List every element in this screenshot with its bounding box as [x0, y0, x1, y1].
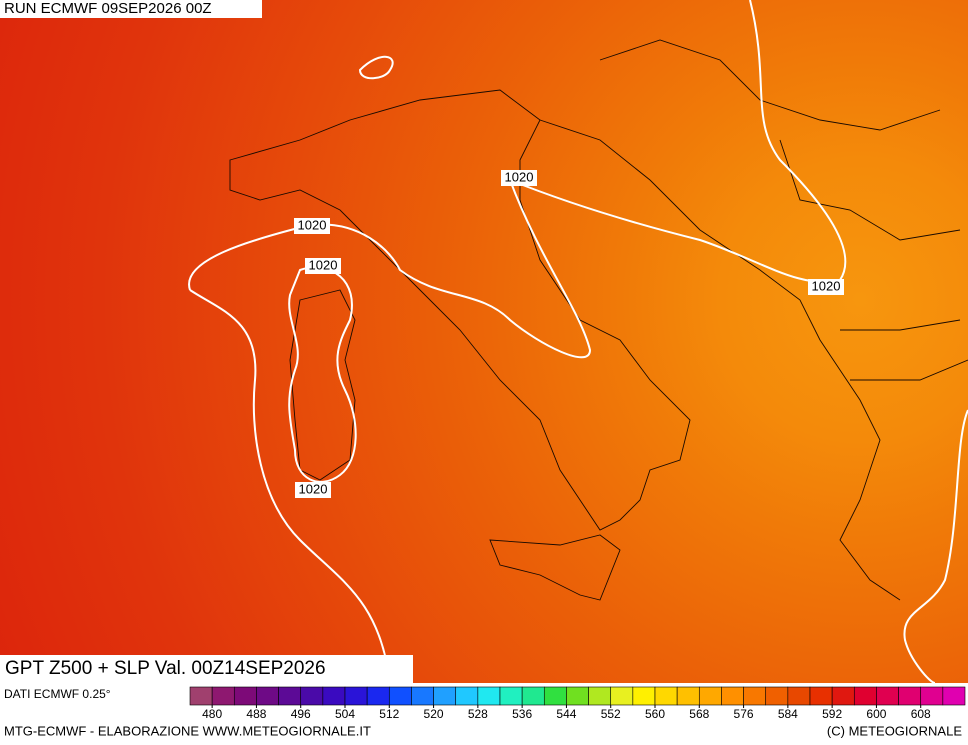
tick-label: 608: [911, 707, 931, 721]
color-swatch: [344, 686, 368, 706]
color-swatch: [853, 686, 877, 706]
color-swatch: [831, 686, 855, 706]
label-box: [294, 218, 330, 234]
source-note: DATI ECMWF 0.25°: [4, 687, 111, 701]
label-box: [305, 258, 341, 274]
color-swatch: [876, 686, 899, 706]
color-swatch: [721, 686, 744, 706]
color-swatch: [521, 686, 545, 706]
colorbar: 480 488 496 504 512 520 528 536 544 552 560 568 576 5…: [189, 686, 966, 721]
tick-label: 536: [512, 707, 532, 721]
tick-label: 480: [202, 707, 222, 721]
color-swatch: [411, 686, 434, 706]
color-swatch: [566, 686, 589, 706]
color-swatch: [765, 686, 789, 706]
title-box: [0, 655, 413, 683]
color-swatch: [942, 686, 966, 706]
contour-label: 1020: [299, 481, 328, 496]
tick-label: 488: [246, 707, 266, 721]
tick-label: 568: [689, 707, 709, 721]
color-swatch: [189, 686, 213, 706]
map-title: GPT Z500 + SLP Val. 00Z14SEP2026: [5, 658, 326, 679]
footer-right: (C) METEOGIORNALE: [827, 723, 962, 738]
coastlines: [229, 39, 968, 601]
tick-label: 600: [866, 707, 886, 721]
color-swatch: [477, 686, 501, 706]
tick-label: 544: [556, 707, 576, 721]
color-swatch: [920, 686, 944, 706]
contour-label: 1020: [505, 169, 534, 184]
contour-label: 1020: [812, 278, 841, 293]
footer-left: MTG-ECMWF - ELABORAZIONE WWW.METEOGIORNA…: [4, 723, 371, 738]
color-swatch: [654, 686, 678, 706]
isobars: [188, 0, 968, 684]
tick-label: 576: [734, 707, 754, 721]
color-swatch: [278, 686, 302, 706]
color-swatch: [588, 686, 612, 706]
tick-label: 504: [335, 707, 355, 721]
color-swatch: [388, 686, 412, 706]
color-swatch: [433, 686, 457, 706]
tick-label: 560: [645, 707, 665, 721]
color-swatch: [610, 686, 634, 706]
color-swatch: [455, 686, 479, 706]
color-swatch: [366, 686, 390, 706]
color-swatch: [233, 686, 257, 706]
run-label: RUN ECMWF 09SEP2026 00Z: [4, 0, 212, 17]
color-swatch: [632, 686, 656, 706]
color-swatch: [211, 686, 235, 706]
tick-label: 592: [822, 707, 842, 721]
tick-label: 552: [601, 707, 621, 721]
color-swatch: [743, 686, 767, 706]
tick-label: 584: [778, 707, 798, 721]
geopotential-field: [0, 0, 968, 683]
color-swatch: [809, 686, 833, 706]
color-swatch: [300, 686, 324, 706]
tick-label: 496: [291, 707, 311, 721]
label-box: [808, 279, 844, 295]
color-swatch: [322, 686, 346, 706]
color-swatch: [676, 686, 700, 706]
tick-label: 528: [468, 707, 488, 721]
color-swatch: [543, 686, 567, 706]
color-swatch: [787, 686, 811, 706]
contour-label: 1020: [309, 257, 338, 272]
run-box: [0, 0, 262, 18]
color-swatch: [698, 686, 722, 706]
tick-label: 512: [379, 707, 399, 721]
color-swatch: [256, 686, 279, 706]
contour-labels: 1020 1020 1020 1020 1020: [294, 169, 844, 498]
color-swatch: [898, 686, 922, 706]
contour-label: 1020: [298, 217, 327, 232]
label-box: [295, 482, 331, 498]
tick-label: 520: [424, 707, 444, 721]
color-swatch: [499, 686, 523, 706]
label-box: [501, 170, 537, 186]
